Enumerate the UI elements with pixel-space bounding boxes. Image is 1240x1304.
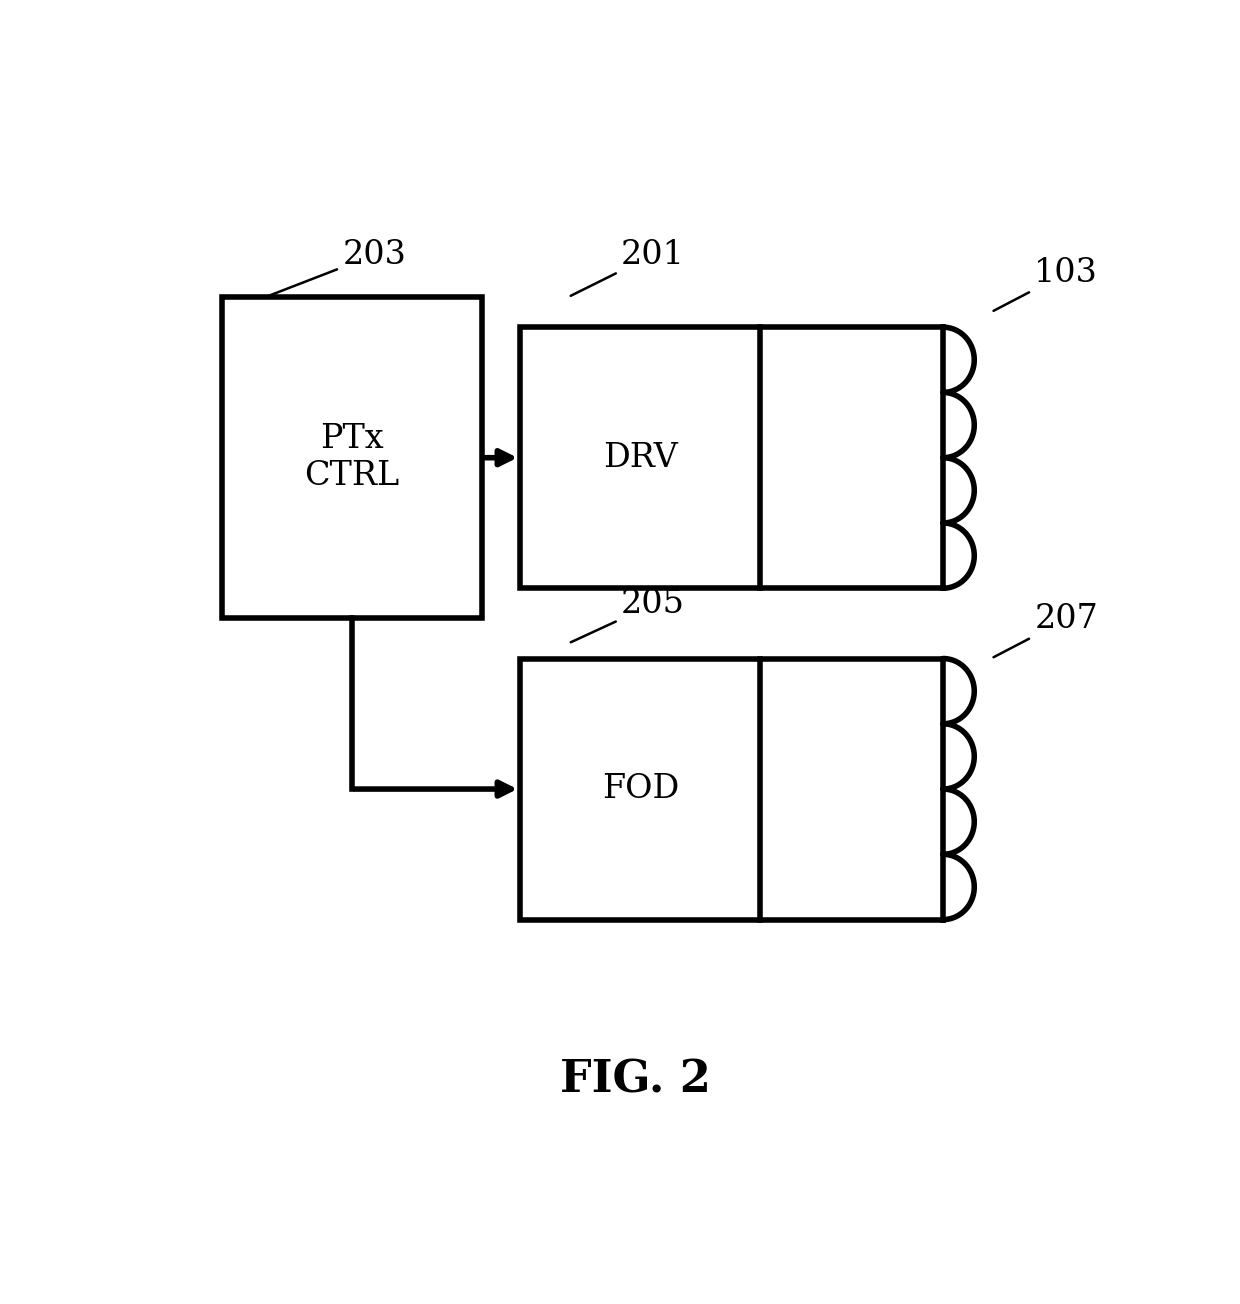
Text: FOD: FOD (601, 773, 680, 805)
Text: 103: 103 (993, 257, 1099, 310)
Bar (222, 297, 481, 618)
Text: PTx
CTRL: PTx CTRL (305, 424, 399, 492)
Text: 205: 205 (570, 588, 684, 643)
Text: 207: 207 (993, 604, 1099, 657)
Text: FIG. 2: FIG. 2 (560, 1059, 711, 1102)
Text: 203: 203 (268, 239, 407, 296)
Text: DRV: DRV (603, 442, 678, 473)
Text: 201: 201 (570, 239, 684, 296)
Bar (521, 659, 760, 919)
Bar (521, 327, 760, 588)
